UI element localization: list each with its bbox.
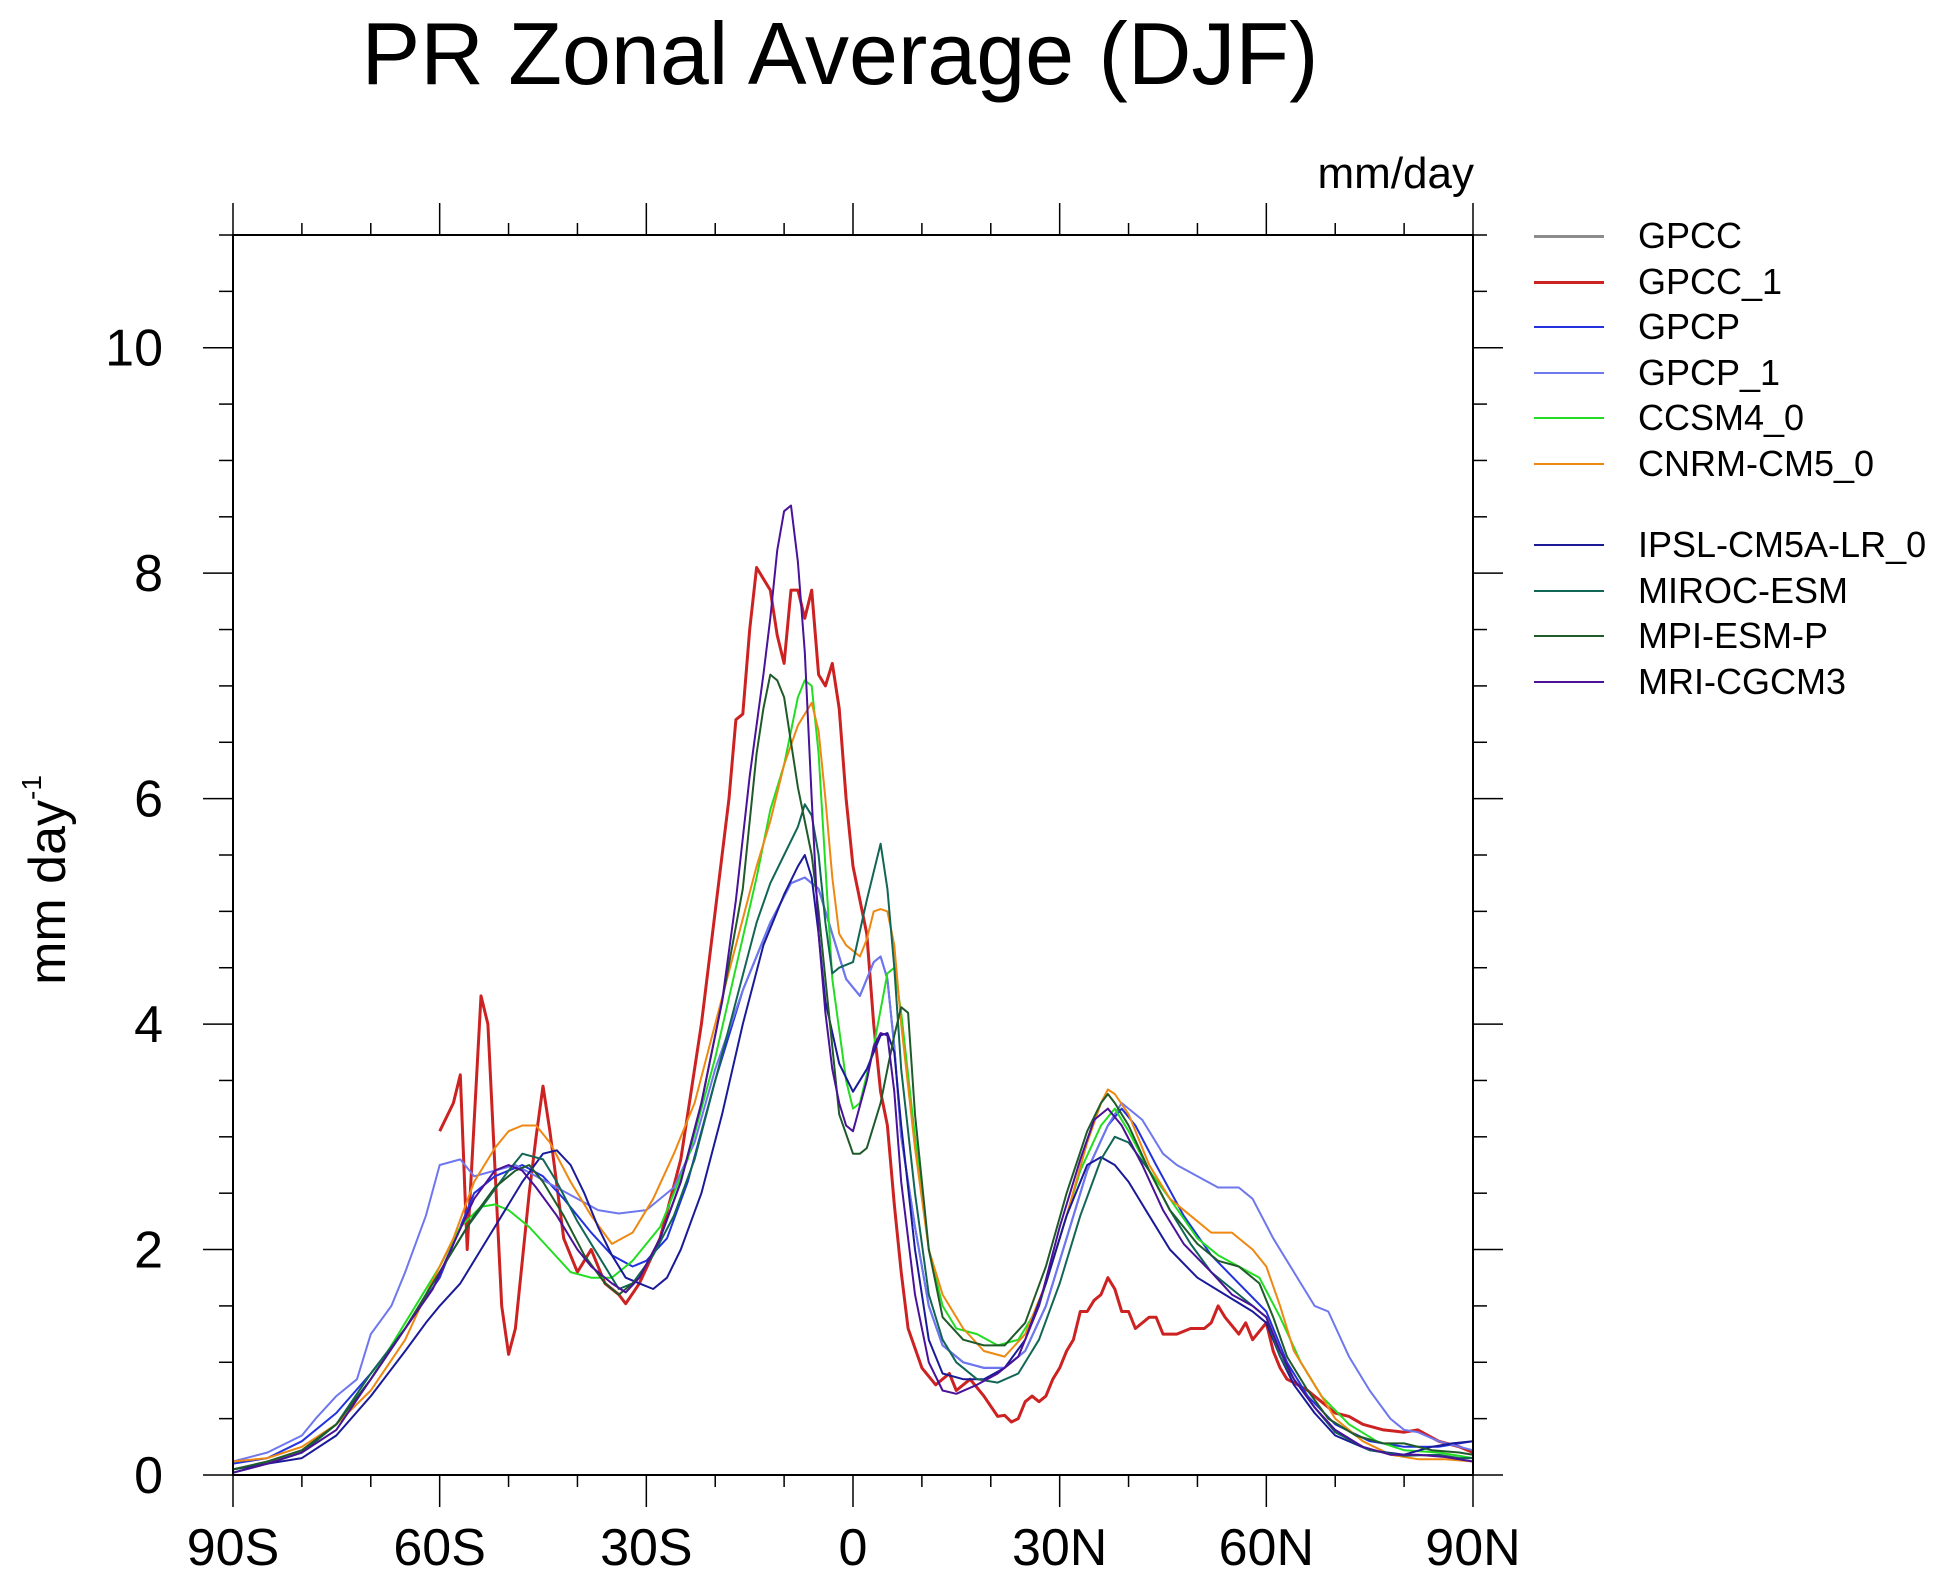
x-tick-label: 90S (187, 1519, 280, 1577)
series-line-cnrm-cm5-0 (232, 701, 1474, 1463)
legend-label: CCSM4_0 (1638, 397, 1805, 438)
x-tick-label: 30S (600, 1519, 693, 1577)
legend-swatch (1534, 417, 1604, 419)
legend-swatch (1534, 544, 1604, 546)
x-tick-label: 30N (1012, 1519, 1107, 1577)
legend-swatch (1534, 235, 1604, 238)
x-tick-label: 90N (1425, 1519, 1520, 1577)
axis-ticks (203, 203, 1503, 1507)
series-line-gpcc-1 (438, 566, 1474, 1454)
legend-swatch (1534, 326, 1604, 328)
legend-label: MPI-ESM-P (1638, 615, 1829, 656)
legend-item: CNRM-CM5_0 (1534, 442, 1934, 486)
legend-item: MIROC-ESM (1534, 569, 1934, 613)
legend-label: CNRM-CM5_0 (1638, 442, 1875, 484)
legend-item: GPCP_1 (1534, 351, 1934, 395)
tick-labels: 90S 60S 30S 0 30N 60N 90N 0 2 4 6 8 10 (105, 320, 1521, 1577)
legend-item: GPCC (1534, 214, 1934, 258)
series-line-gpcp-1 (232, 876, 1474, 1463)
legend-swatch (1534, 371, 1604, 374)
chart-title: PR Zonal Average (DJF) (361, 4, 1319, 103)
series-layer (232, 504, 1474, 1474)
series-line-miroc-esm (232, 803, 1473, 1474)
x-tick-label: 60N (1219, 1519, 1314, 1577)
legend-label: GPCC_1 (1638, 260, 1783, 302)
y-tick-label: 6 (134, 771, 163, 829)
legend-label: MRI-CGCM3 (1638, 660, 1846, 702)
legend-swatch (1534, 280, 1604, 284)
y-tick-label: 4 (134, 996, 163, 1054)
legend-item: CCSM4_0 (1534, 396, 1934, 440)
legend-swatch (1534, 635, 1604, 637)
legend-swatch (1534, 589, 1604, 592)
x-tick-label: 60S (393, 1519, 486, 1577)
legend-label: GPCC (1638, 215, 1743, 256)
legend-item: GPCC_1 (1534, 260, 1934, 304)
y-tick-label: 2 (134, 1222, 163, 1280)
series-line-mpi-esm-p (232, 673, 1474, 1471)
y-tick-label: 8 (134, 545, 163, 603)
legend-item: MPI-ESM-P (1534, 614, 1934, 658)
y-tick-label: 0 (134, 1447, 163, 1505)
x-tick-label: 0 (839, 1519, 868, 1577)
legend-swatch (1534, 462, 1604, 465)
units-label: mm/day (1317, 149, 1474, 198)
y-tick-label: 10 (105, 320, 163, 378)
series-line-mri-cgcm3 (232, 504, 1474, 1474)
series-line-ccsm4-0 (232, 679, 1474, 1471)
legend-label: GPCP_1 (1638, 351, 1781, 393)
plot-frame (232, 234, 1474, 1476)
legend-label: MIROC-ESM (1638, 569, 1848, 611)
legend-swatch (1534, 680, 1604, 683)
series-line-ipsl-cm5a-lr-0 (232, 854, 1474, 1471)
legend-label: IPSL-CM5A-LR_0 (1638, 524, 1927, 565)
legend-item: GPCP (1534, 305, 1934, 349)
legend-item: IPSL-CM5A-LR_0 (1534, 523, 1934, 567)
series-line-gpcp (232, 876, 1474, 1465)
legend-item: MRI-CGCM3 (1534, 660, 1934, 704)
legend-label: GPCP (1638, 306, 1741, 347)
